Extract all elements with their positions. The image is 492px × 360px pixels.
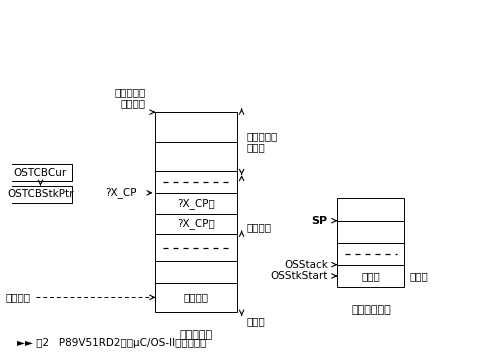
Text: 低地址: 低地址 (246, 316, 265, 326)
Text: 低地址: 低地址 (409, 271, 428, 281)
Bar (155, 234, 237, 261)
Text: 有效长度: 有效长度 (6, 292, 31, 302)
Bar (155, 283, 237, 312)
Bar (338, 221, 404, 243)
Text: 可重入函数
模拟栈: 可重入函数 模拟栈 (246, 131, 277, 153)
Bar (155, 213, 237, 234)
Bar (155, 112, 237, 142)
Text: OSTCBStkPtr: OSTCBStkPtr (7, 189, 74, 199)
Bar (338, 198, 404, 221)
Text: ?X_CP低: ?X_CP低 (177, 198, 215, 209)
Text: 不关心: 不关心 (362, 271, 380, 281)
Text: ?X_CP高: ?X_CP高 (177, 219, 215, 229)
Bar (9, 164, 72, 181)
Text: SP: SP (311, 216, 328, 226)
Bar (155, 171, 237, 193)
Text: 有效长度: 有效长度 (184, 292, 209, 302)
Bar (9, 186, 72, 203)
Text: 系统硬件堆栈: 系统硬件堆栈 (351, 305, 391, 315)
Text: OSStkStart: OSStkStart (271, 271, 328, 281)
Text: 任务模拟栈: 任务模拟栈 (180, 330, 213, 340)
Text: 任务模拟栈
最高地址: 任务模拟栈 最高地址 (115, 87, 146, 109)
Text: 有效长度: 有效长度 (246, 222, 272, 232)
Bar (155, 261, 237, 283)
Text: OSStack: OSStack (284, 260, 328, 270)
Bar (338, 243, 404, 265)
Text: ►► 图2   P89V51RD2移植μC/OS-II的堆栈结构: ►► 图2 P89V51RD2移植μC/OS-II的堆栈结构 (17, 338, 206, 348)
Bar (155, 142, 237, 171)
Text: OSTCBCur: OSTCBCur (14, 168, 67, 178)
Bar (155, 193, 237, 213)
Text: ?X_CP: ?X_CP (105, 188, 136, 198)
Bar (338, 265, 404, 287)
